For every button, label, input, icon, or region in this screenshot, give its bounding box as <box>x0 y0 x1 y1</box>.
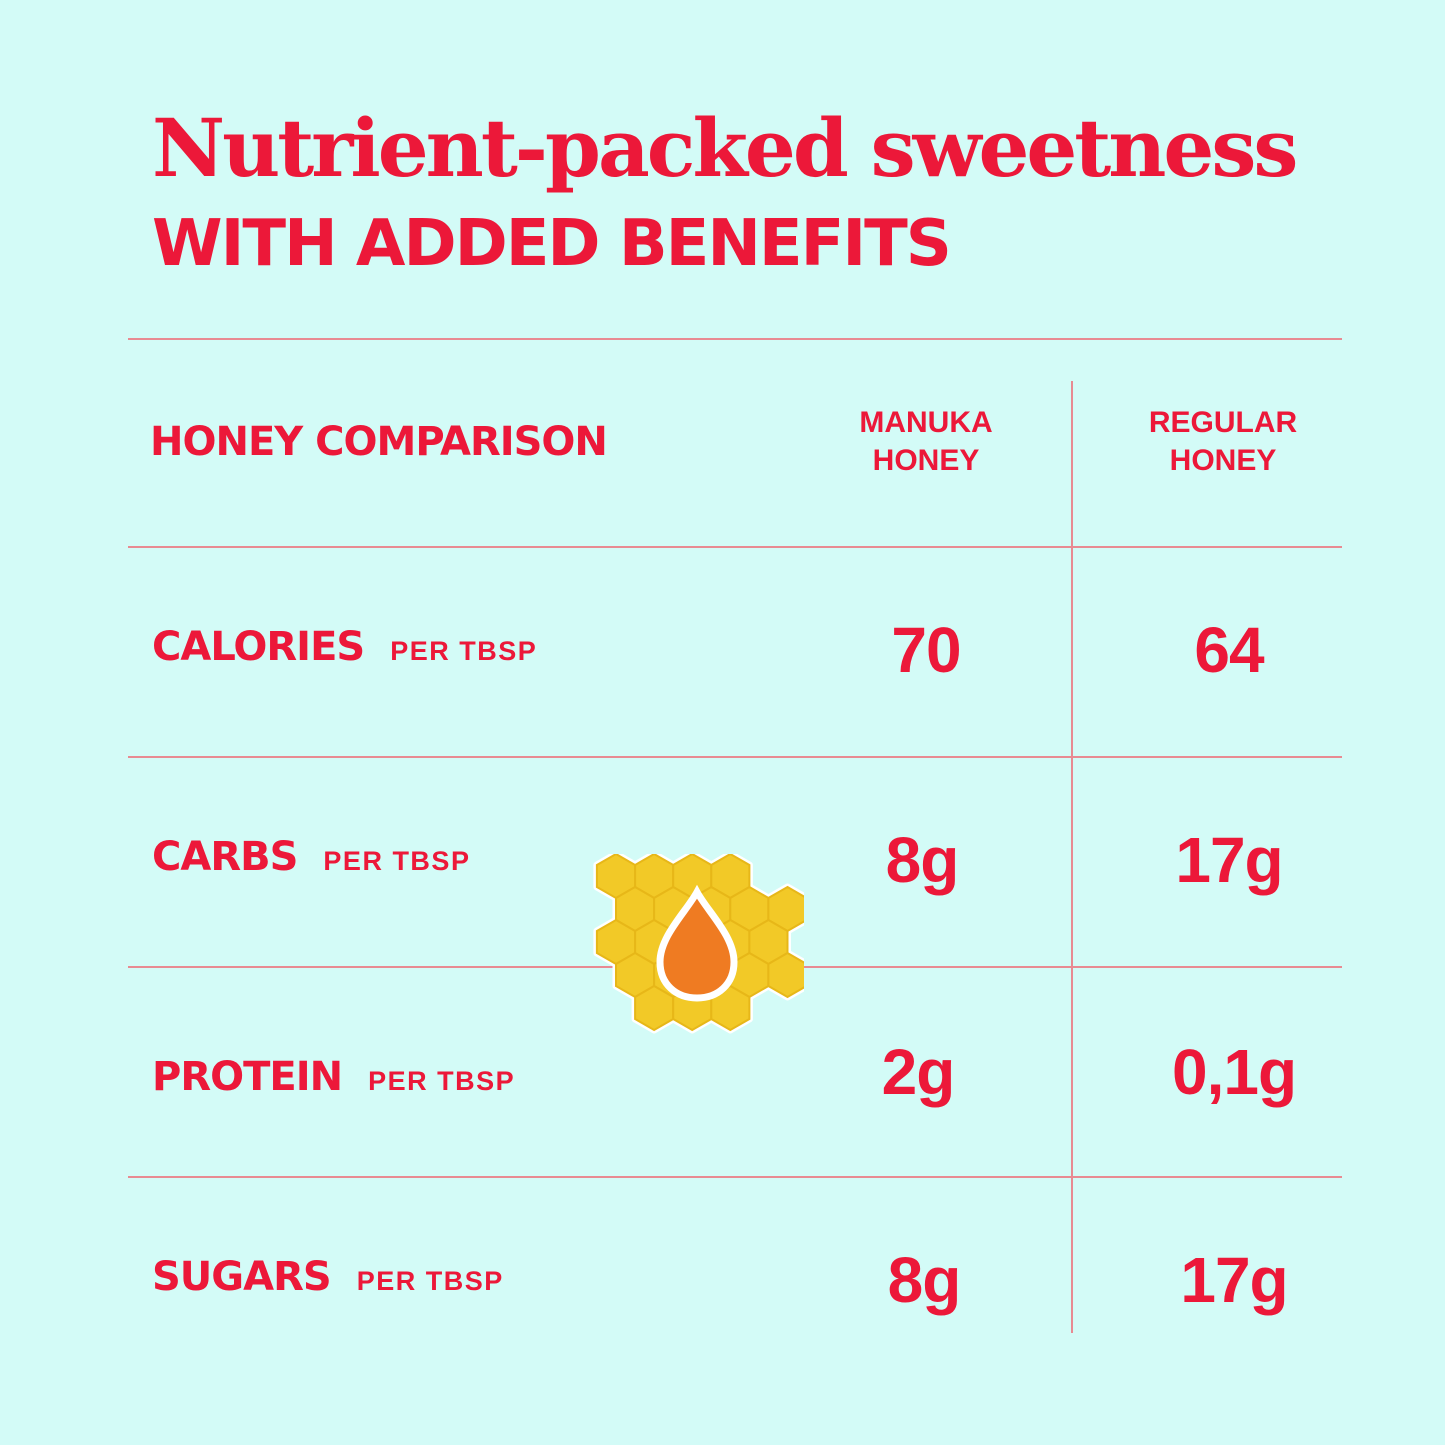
column-header-line: HONEY <box>1169 444 1277 477</box>
honeycomb-drop-icon <box>593 854 804 1034</box>
honey-drop-icon <box>656 884 738 1002</box>
value-regular-calories: 64 <box>1194 614 1264 686</box>
row-label-protein: PROTEIN PER TBSP <box>152 1054 515 1100</box>
page-title: Nutrient-packed sweetness <box>152 101 1298 195</box>
divider-row-4 <box>128 1176 1342 1178</box>
nutrient-unit: PER TBSP <box>368 1066 516 1096</box>
nutrient-unit: PER TBSP <box>356 1266 504 1296</box>
value-manuka-carbs: 8g <box>885 824 960 896</box>
divider-row-2 <box>128 756 1342 758</box>
row-label-sugars: SUGARS PER TBSP <box>152 1254 504 1300</box>
column-header-regular: REGULAR HONEY <box>1103 404 1343 480</box>
nutrient-name: PROTEIN <box>152 1054 343 1100</box>
value-manuka-sugars: 8g <box>887 1244 962 1316</box>
row-label-calories: CALORIES PER TBSP <box>152 624 537 670</box>
nutrient-name: CARBS <box>152 834 298 880</box>
value-manuka-calories: 70 <box>891 614 961 686</box>
nutrient-name: SUGARS <box>152 1254 332 1300</box>
column-header-line: HONEY <box>872 444 980 477</box>
column-divider <box>1071 381 1073 1333</box>
value-regular-carbs: 17g <box>1175 824 1283 896</box>
table-heading: HONEY COMPARISON <box>150 419 608 465</box>
row-label-carbs: CARBS PER TBSP <box>152 834 470 880</box>
value-manuka-protein: 2g <box>881 1036 956 1108</box>
column-header-line: MANUKA <box>859 406 993 439</box>
nutrient-name: CALORIES <box>152 624 365 670</box>
value-regular-protein: 0,1g <box>1171 1036 1297 1108</box>
column-header-line: REGULAR <box>1148 406 1298 439</box>
divider-top <box>128 338 1342 340</box>
honeycomb-cell <box>634 984 675 1032</box>
nutrient-unit: PER TBSP <box>390 636 538 666</box>
column-header-manuka: MANUKA HONEY <box>806 404 1046 480</box>
divider-row-1 <box>128 546 1342 548</box>
nutrient-unit: PER TBSP <box>323 846 471 876</box>
value-regular-sugars: 17g <box>1180 1244 1288 1316</box>
page-subtitle: WITH ADDED BENEFITS <box>152 207 952 281</box>
honeycomb-cell <box>767 951 804 999</box>
